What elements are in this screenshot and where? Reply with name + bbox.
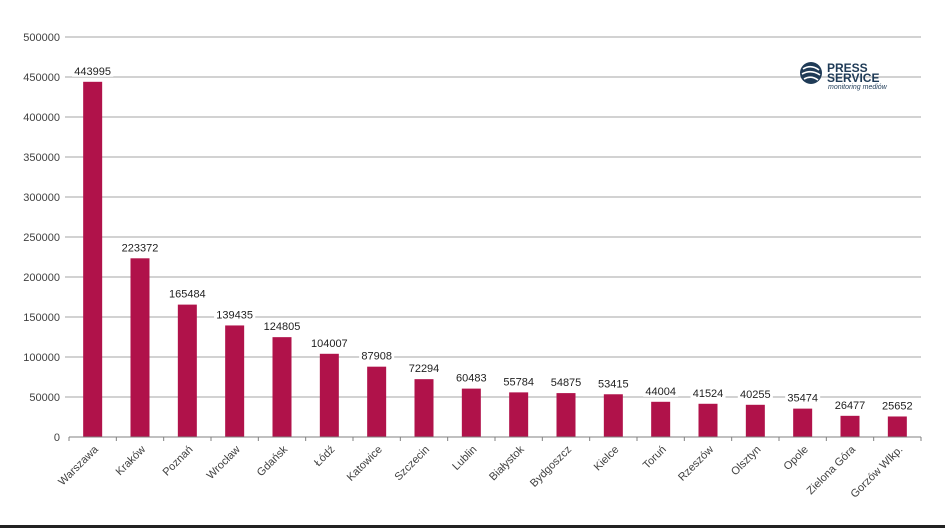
bar <box>745 404 765 437</box>
data-label-background <box>72 64 114 77</box>
logo-tagline: monitoring mediów <box>828 84 888 91</box>
data-label: 165484 <box>169 289 206 301</box>
x-category-label: Wrocław <box>205 444 243 482</box>
data-label: 124805 <box>264 321 301 333</box>
data-label-background <box>453 371 489 384</box>
y-tick-label: 350000 <box>23 152 60 164</box>
x-category-label: Lublin <box>450 444 479 473</box>
data-label-background <box>359 349 395 362</box>
bar <box>651 401 671 437</box>
y-tick-label: 200000 <box>23 272 60 284</box>
data-label: 35474 <box>787 393 818 405</box>
logo-line1: PRESS <box>827 61 868 75</box>
bar <box>793 408 813 437</box>
x-category-label: Szczecin <box>393 444 433 484</box>
data-label: 44004 <box>645 386 676 398</box>
x-category-label: Gdańsk <box>255 443 291 479</box>
data-label-background <box>832 398 868 411</box>
bar <box>319 353 339 437</box>
data-label: 41524 <box>693 388 724 400</box>
data-label: 87908 <box>361 351 392 363</box>
data-labels: 443995 223372 165484 139435 124805 104007 8790… <box>72 64 915 412</box>
x-category-label: Toruń <box>641 444 669 472</box>
bottom-border <box>0 525 945 528</box>
y-tick-label: 250000 <box>23 232 60 244</box>
data-label-background <box>785 391 821 404</box>
bar <box>461 388 481 437</box>
x-category-label: Poznań <box>161 444 196 479</box>
data-label: 54875 <box>551 377 582 389</box>
y-axis-tick-labels: 0 50000 100000 150000 200000 250000 300000 3500… <box>23 32 60 444</box>
data-label: 139435 <box>216 309 253 321</box>
bar <box>698 403 718 437</box>
data-label-background <box>501 375 537 388</box>
data-label-background <box>548 376 584 389</box>
bar <box>177 304 197 437</box>
data-label-background <box>595 377 631 390</box>
x-category-label: Kielce <box>592 444 622 474</box>
bar <box>556 393 576 437</box>
data-label-background <box>737 387 773 400</box>
bar <box>83 81 103 437</box>
y-tick-label: 500000 <box>23 32 60 44</box>
bar <box>367 366 387 437</box>
x-category-label: Łódź <box>312 444 337 469</box>
data-label: 104007 <box>311 338 348 350</box>
y-tick-label: 400000 <box>23 112 60 124</box>
data-label-background <box>166 287 208 300</box>
bar <box>272 337 292 437</box>
data-label: 53415 <box>598 378 629 390</box>
y-tick-label: 100000 <box>23 352 60 364</box>
bar <box>603 394 623 437</box>
x-category-label: Bydgoszcz <box>528 444 574 490</box>
bar <box>130 258 150 437</box>
y-tick-label: 450000 <box>23 72 60 84</box>
data-label: 72294 <box>409 363 440 375</box>
x-category-label: Olsztyn <box>729 444 763 478</box>
data-label: 40255 <box>740 389 771 401</box>
data-label-background <box>690 386 726 399</box>
data-label: 223372 <box>122 242 159 254</box>
data-label-background <box>261 320 303 333</box>
x-axis-category-labels: Warszawa Kraków Poznań Wrocław Gdańsk Łódź Kat… <box>56 437 922 501</box>
bar <box>840 415 860 437</box>
bar <box>225 325 245 437</box>
data-label-background <box>214 308 256 321</box>
data-label-background <box>406 362 442 375</box>
press-service-logo: PRESS SERVICE monitoring mediów <box>800 61 888 91</box>
y-tick-label: 50000 <box>29 392 60 404</box>
data-label: 26477 <box>835 400 866 412</box>
data-label-background <box>879 399 915 412</box>
x-category-label: Opole <box>782 444 811 473</box>
bar <box>887 416 907 437</box>
logo-line2: SERVICE <box>827 71 879 85</box>
y-tick-label: 300000 <box>23 192 60 204</box>
x-category-label: Warszawa <box>56 443 101 488</box>
gridlines <box>65 36 921 398</box>
data-label-background <box>308 336 350 349</box>
data-label-background <box>119 241 161 254</box>
data-label-background <box>643 384 679 397</box>
y-tick-label: 0 <box>54 432 60 444</box>
x-category-label: Kraków <box>114 444 148 478</box>
y-tick-label: 150000 <box>23 312 60 324</box>
data-label: 25652 <box>882 400 913 412</box>
bar <box>509 392 529 437</box>
x-category-label: Katowice <box>345 444 385 484</box>
x-category-label: Rzeszów <box>676 444 716 484</box>
bar <box>414 379 434 437</box>
x-category-label: Białystok <box>487 443 527 483</box>
data-label: 443995 <box>74 66 111 78</box>
bars <box>83 81 907 437</box>
data-label: 55784 <box>503 376 534 388</box>
data-label: 60483 <box>456 373 487 385</box>
